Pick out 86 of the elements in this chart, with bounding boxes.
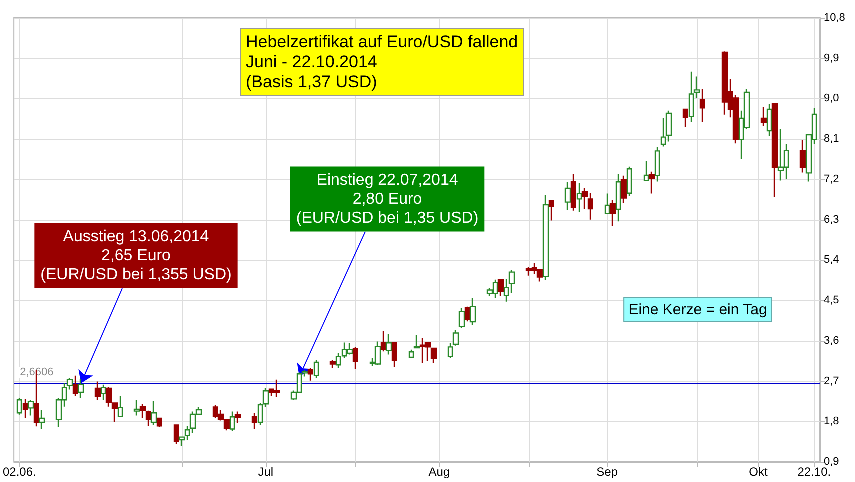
- candlestick: [666, 110, 672, 142]
- candlestick: [604, 193, 610, 214]
- candlestick: [94, 381, 102, 402]
- candlestick: [258, 402, 264, 426]
- y-tick-label: 3,6: [824, 334, 840, 347]
- candlestick: [16, 398, 22, 416]
- candlestick: [38, 409, 46, 430]
- candlestick: [564, 182, 572, 211]
- candlestick: [660, 118, 666, 148]
- candlestick: [174, 424, 180, 445]
- candlestick: [626, 166, 632, 198]
- y-tick-label: 5,4: [824, 254, 840, 266]
- candlestick: [178, 436, 186, 447]
- candlestick: [682, 108, 688, 128]
- candlestick: [118, 396, 124, 418]
- candlestick: [508, 270, 516, 294]
- candlestick: [458, 308, 466, 329]
- candlestick: [308, 368, 314, 382]
- candlestick: [772, 104, 778, 198]
- x-tick-label: 22.10.: [798, 465, 832, 479]
- candlestick: [498, 278, 504, 298]
- x-tick-label: 02.06.: [2, 465, 36, 479]
- x-tick-label: Jul: [258, 465, 274, 479]
- candlestick: [392, 342, 398, 368]
- annotation: Ausstieg 13.06,2014 2,65 Euro (EUR/USD bei 1,355 USD): [40, 228, 232, 284]
- candlestick: [408, 349, 414, 358]
- candlestick: [760, 106, 768, 128]
- candlestick: [616, 173, 622, 222]
- candlestick: [28, 400, 34, 416]
- candlestick: [230, 411, 236, 432]
- candlestick: [134, 400, 140, 416]
- candlestick: [66, 378, 74, 390]
- y-tick-label: 8,1: [824, 133, 840, 146]
- candlestick: [448, 342, 454, 359]
- y-tick-label: 9,9: [824, 52, 840, 64]
- candlestick: [644, 160, 650, 182]
- candlestick: [648, 171, 656, 194]
- candlestick: [452, 330, 460, 346]
- candlestick: [504, 278, 510, 302]
- y-tick-label: 2,7: [824, 375, 840, 388]
- candlestick: [380, 330, 386, 352]
- y-tick-label: 7,2: [824, 173, 840, 186]
- text: Hebelzertifikat auf Euro/USD fallend Juni - 22.10.2014 (Basis 1,37 USD): [246, 32, 518, 92]
- candlestick: [386, 334, 392, 356]
- candlestick: [414, 334, 420, 349]
- candlestick: [688, 71, 694, 124]
- candlestick: [700, 88, 706, 124]
- candlestick: [352, 346, 358, 370]
- candlestick: [22, 398, 28, 420]
- candlestick: [156, 418, 162, 428]
- candlestick: [78, 378, 84, 399]
- y-tick-label: 10,8: [824, 12, 846, 24]
- candlestick: [184, 426, 190, 441]
- candlestick: [582, 188, 588, 210]
- candlestick: [314, 360, 320, 379]
- y-tick-label: 6,3: [824, 214, 840, 226]
- y-tick-label: 9,0: [824, 92, 840, 105]
- candlestick: [234, 411, 242, 424]
- candlestick: [570, 173, 576, 212]
- annotation: Eine Kerze = ein Tag: [628, 302, 768, 318]
- candlestick: [654, 146, 660, 182]
- x-tick-label: Sep: [596, 465, 618, 479]
- candlestick: [542, 194, 550, 281]
- candlestick: [330, 360, 336, 369]
- candlestick: [470, 298, 476, 326]
- candlestick: [430, 348, 438, 364]
- candlestick: [588, 192, 594, 220]
- candlestick: [464, 306, 470, 322]
- candlestick: [766, 104, 772, 137]
- candlestick: [800, 139, 806, 174]
- candlestick: [262, 388, 270, 408]
- candlestick: [694, 76, 700, 99]
- annotation: Einstieg 22.07,2014 2,80 Euro (EUR/USD bei 1,35 USD): [296, 172, 479, 227]
- candlestick: [576, 182, 582, 213]
- candlestick: [548, 199, 554, 222]
- x-tick-label: Okt: [749, 465, 768, 479]
- y-tick-label: 1,8: [824, 416, 840, 428]
- y-tick-label: 4,5: [824, 294, 840, 307]
- x-tick-label: Aug: [428, 465, 450, 479]
- candlestick: [150, 400, 158, 426]
- candlestick: [620, 175, 628, 204]
- candlestick: [72, 375, 78, 398]
- candlestick: [252, 412, 258, 430]
- candlestick: [100, 384, 106, 402]
- y-tick-label: 0,9: [824, 456, 840, 468]
- candlestick: [610, 199, 616, 228]
